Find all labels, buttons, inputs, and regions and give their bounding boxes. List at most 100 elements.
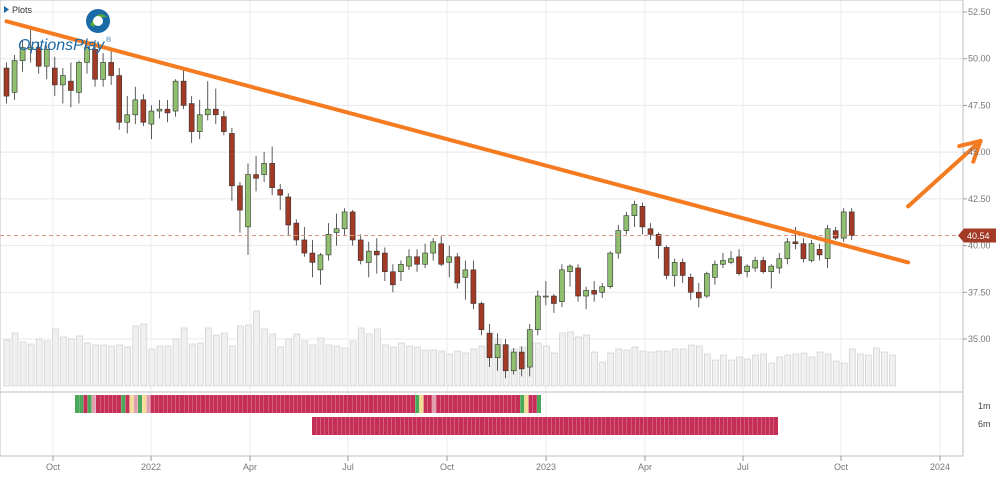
candle[interactable] <box>599 282 606 298</box>
candle[interactable] <box>840 208 847 242</box>
candle[interactable] <box>832 226 839 240</box>
candle[interactable] <box>51 56 58 97</box>
candle[interactable] <box>124 96 131 134</box>
candle[interactable] <box>671 258 678 287</box>
candle[interactable] <box>591 281 597 302</box>
candle[interactable] <box>357 234 364 265</box>
candle[interactable] <box>494 333 501 371</box>
candle[interactable] <box>526 324 533 377</box>
candle[interactable] <box>19 40 26 72</box>
candle[interactable] <box>639 202 646 235</box>
candle[interactable] <box>824 225 831 268</box>
candle[interactable] <box>301 226 308 257</box>
candle[interactable] <box>712 260 718 285</box>
candle[interactable] <box>108 47 114 85</box>
candle[interactable] <box>60 68 66 104</box>
candle[interactable] <box>237 182 243 233</box>
candle[interactable] <box>607 251 614 289</box>
candle[interactable] <box>414 249 420 272</box>
candle[interactable] <box>462 260 469 300</box>
candle[interactable] <box>245 163 251 255</box>
candle[interactable] <box>615 225 622 259</box>
candle[interactable] <box>543 281 549 306</box>
candle[interactable] <box>583 286 589 310</box>
candle[interactable] <box>752 256 758 272</box>
candle[interactable] <box>486 324 493 368</box>
candle[interactable] <box>92 40 98 87</box>
candle[interactable] <box>808 239 815 263</box>
candle[interactable] <box>253 155 259 192</box>
candle[interactable] <box>164 99 171 123</box>
candle[interactable] <box>148 105 155 140</box>
candle[interactable] <box>382 247 388 282</box>
candle[interactable] <box>406 249 412 270</box>
candle[interactable] <box>84 40 90 74</box>
candle[interactable] <box>438 236 445 267</box>
candle[interactable] <box>100 53 106 87</box>
candle[interactable] <box>68 62 74 108</box>
candle[interactable] <box>180 68 187 110</box>
candle[interactable] <box>784 238 791 265</box>
candle[interactable] <box>518 346 525 377</box>
candle[interactable] <box>720 253 726 268</box>
candle[interactable] <box>373 238 380 274</box>
candle[interactable] <box>687 273 694 300</box>
candle[interactable] <box>760 256 767 274</box>
candle[interactable] <box>398 260 404 282</box>
candle[interactable] <box>35 41 42 74</box>
candle[interactable] <box>156 99 163 119</box>
candle[interactable] <box>261 152 267 183</box>
candle[interactable] <box>470 260 477 310</box>
candle[interactable] <box>365 241 372 278</box>
candle[interactable] <box>623 211 630 235</box>
candle[interactable] <box>478 301 485 336</box>
candle[interactable] <box>647 223 654 240</box>
candle[interactable] <box>848 208 855 240</box>
candle[interactable] <box>663 245 670 280</box>
candle[interactable] <box>341 208 348 237</box>
candle[interactable] <box>510 348 517 375</box>
candle[interactable] <box>293 219 300 246</box>
candle[interactable] <box>11 54 18 100</box>
candle[interactable] <box>317 253 324 285</box>
candle[interactable] <box>430 238 436 261</box>
candle[interactable] <box>140 94 147 126</box>
candle[interactable] <box>728 251 734 265</box>
candle[interactable] <box>502 339 509 379</box>
candle[interactable] <box>333 213 340 246</box>
candle[interactable] <box>744 264 750 278</box>
candle[interactable] <box>196 99 203 140</box>
candle[interactable] <box>269 146 275 196</box>
candle[interactable] <box>204 81 211 121</box>
candle[interactable] <box>132 86 139 125</box>
candle[interactable] <box>188 96 195 143</box>
candle[interactable] <box>229 127 235 201</box>
candle[interactable] <box>816 243 823 261</box>
candle[interactable] <box>704 271 710 298</box>
candle[interactable] <box>277 183 284 211</box>
plots-toggle[interactable]: Plots <box>4 5 33 15</box>
candle[interactable] <box>800 238 807 263</box>
candle[interactable] <box>768 264 775 289</box>
candle[interactable] <box>567 264 573 287</box>
candle[interactable] <box>285 193 292 237</box>
candle[interactable] <box>575 264 581 302</box>
candle[interactable] <box>43 45 50 80</box>
candle[interactable] <box>213 88 219 125</box>
candle[interactable] <box>631 200 638 227</box>
candle[interactable] <box>454 253 461 289</box>
candle[interactable] <box>559 264 565 308</box>
candle[interactable] <box>3 62 10 104</box>
candle[interactable] <box>116 68 122 130</box>
candle[interactable] <box>221 111 227 136</box>
candle[interactable] <box>309 239 316 278</box>
candle[interactable] <box>551 294 557 313</box>
candle[interactable] <box>679 258 686 283</box>
candle[interactable] <box>695 282 702 308</box>
candle[interactable] <box>655 232 662 259</box>
candle[interactable] <box>534 290 541 336</box>
candle[interactable] <box>172 79 179 117</box>
candle[interactable] <box>776 253 783 274</box>
candle[interactable] <box>325 223 332 261</box>
